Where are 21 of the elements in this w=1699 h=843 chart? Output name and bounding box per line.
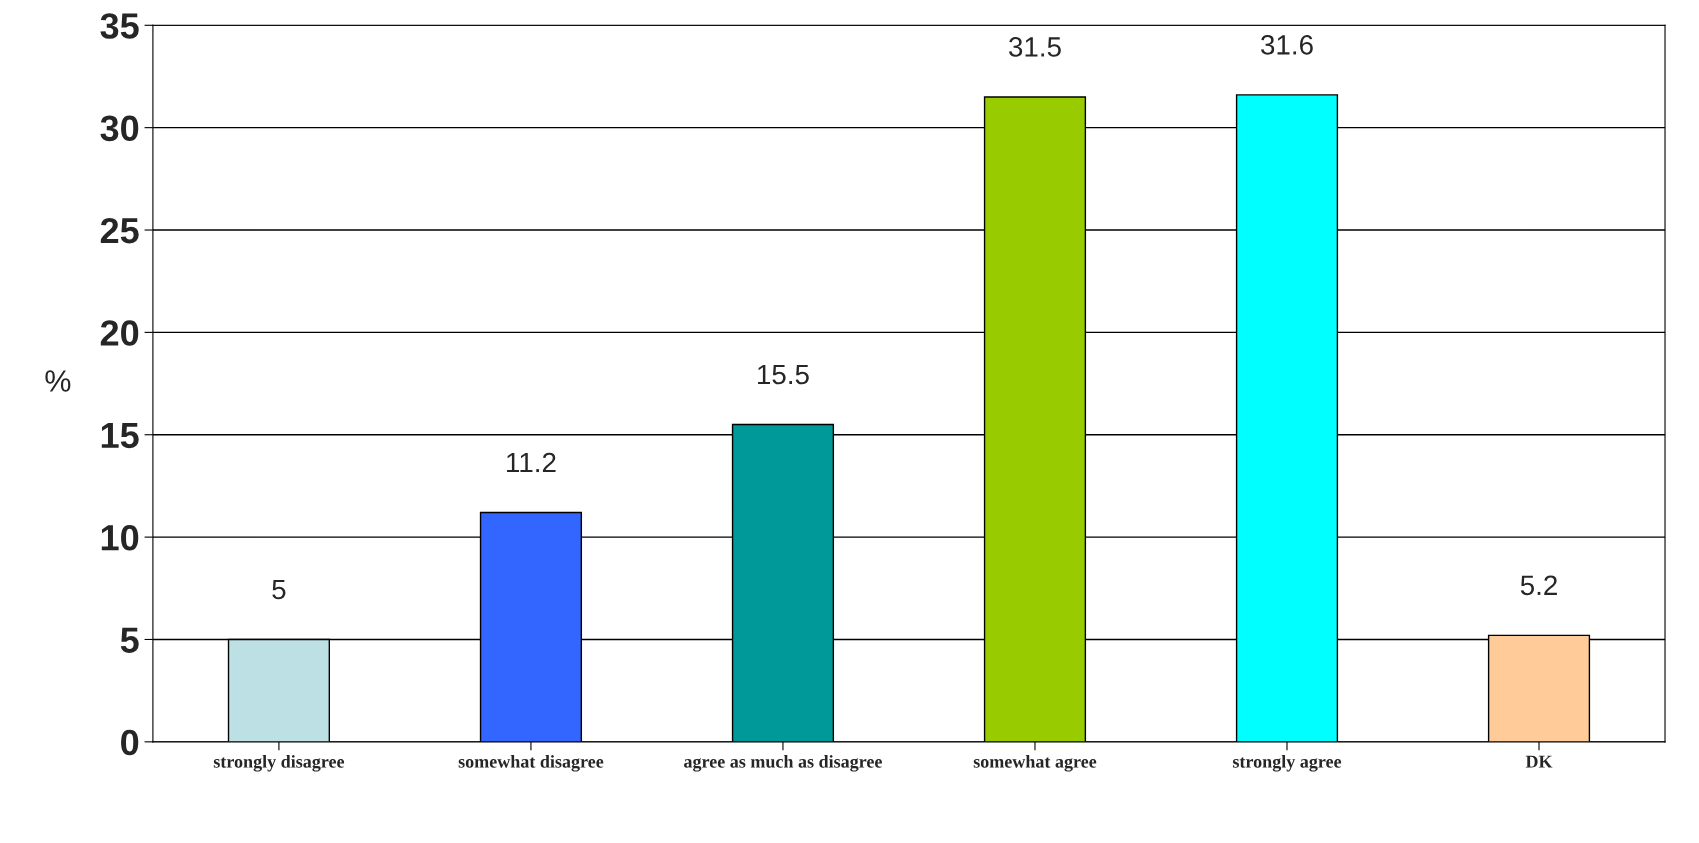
data-label: 5	[272, 579, 286, 600]
x-tick-label: strongly disagree	[213, 755, 345, 772]
data-label: 31.6	[1261, 35, 1313, 55]
y-tick-label: 20	[100, 320, 139, 346]
x-tick-label: strongly agree	[1232, 755, 1342, 772]
data-label: 11.2	[507, 452, 556, 473]
y-tick-label: 15	[101, 422, 139, 449]
y-tick-label: 25	[100, 217, 139, 244]
y-tick-label: 35	[100, 13, 139, 39]
x-tick-label: DK	[1525, 755, 1553, 768]
y-axis-title: %	[45, 370, 71, 392]
x-tick-label: somewhat agree	[973, 755, 1097, 772]
y-tick-label: 5	[120, 627, 139, 653]
y-tick-label: 30	[100, 115, 139, 142]
data-label: 31.5	[1009, 37, 1061, 57]
x-tick-label: somewhat disagree	[458, 755, 604, 772]
y-tick-label: 0	[121, 729, 139, 756]
data-label: 15.5	[758, 364, 809, 385]
y-tick-label: 10	[101, 524, 139, 551]
x-tick-label: agree as much as disagree	[684, 755, 882, 772]
data-label: 5.2	[1520, 575, 1557, 596]
